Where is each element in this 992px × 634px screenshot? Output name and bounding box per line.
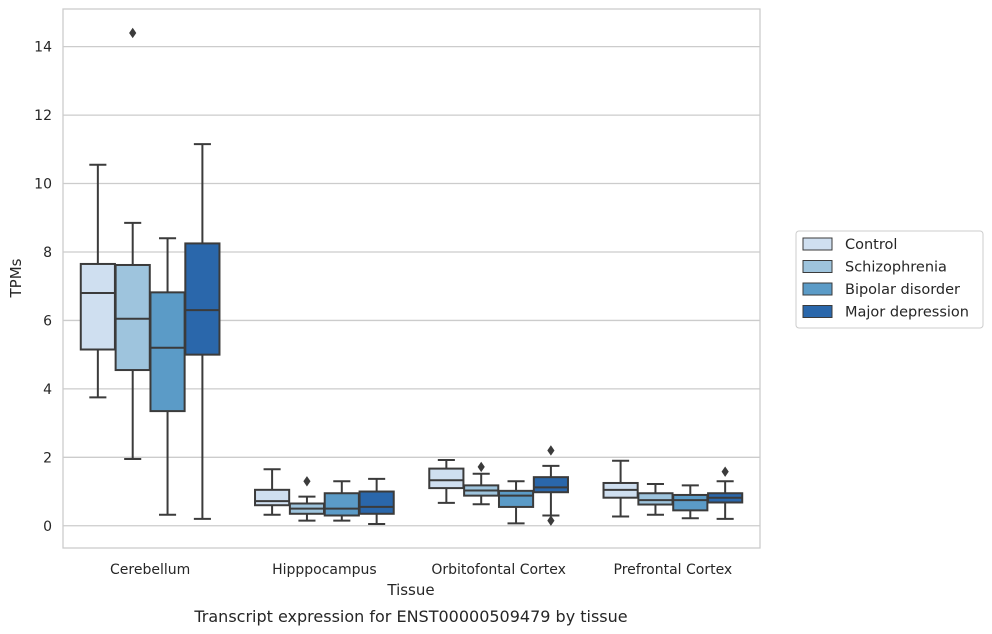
box-body: [79, 262, 116, 351]
box-major-depression: [358, 477, 395, 526]
box-body: [497, 489, 535, 508]
y-tick-label: 12: [34, 108, 52, 124]
x-axis-label: Tissue: [386, 581, 434, 599]
box-body: [428, 467, 465, 490]
x-tick-label: Orbitofontal Cortex: [431, 562, 566, 578]
legend: Control Schizophrenia Bipolar disorder Majo…: [795, 230, 984, 329]
outlier-point: [303, 476, 311, 487]
box-schizophrenia: [463, 461, 500, 506]
box-body: [184, 242, 221, 356]
box-body: [114, 263, 151, 372]
plot-background: [63, 9, 760, 548]
y-tick-label: 6: [43, 313, 52, 329]
box-major-depression: [707, 466, 744, 520]
legend-swatch: [802, 237, 833, 251]
legend-swatch: [802, 282, 833, 296]
box-major-depression: [184, 143, 221, 520]
outlier-point: [547, 515, 555, 526]
box-body: [323, 492, 360, 517]
outlier-point: [721, 466, 729, 477]
legend-swatch: [802, 260, 833, 273]
y-axis-ticks: 0 2 4 6 8 10 12 14: [34, 40, 52, 535]
x-tick-label: Prefrontal Cortex: [614, 562, 733, 578]
y-tick-label: 8: [43, 245, 52, 261]
boxes: [79, 27, 744, 526]
y-tick-label: 0: [43, 519, 52, 535]
legend-swatch: [802, 305, 833, 318]
outlier-point: [477, 461, 485, 473]
box-control: [428, 459, 465, 504]
legend-entry: Bipolar disorder: [845, 282, 960, 298]
box-control: [602, 459, 639, 518]
box-body: [637, 492, 674, 506]
y-tick-label: 14: [34, 40, 52, 56]
x-axis-ticks: Cerebellum Hipppocampus Orbitofontal Corte…: [110, 562, 732, 578]
box-bipolar-disorder: [149, 237, 186, 516]
chart-caption: Transcript expression for ENST0000050947…: [193, 607, 627, 626]
y-tick-label: 4: [43, 382, 52, 398]
box-schizophrenia: [114, 27, 151, 461]
box-schizophrenia: [637, 483, 674, 516]
box-control: [254, 468, 291, 516]
outlier-point: [547, 445, 555, 456]
plot-frame: [62, 8, 761, 549]
box-body: [672, 493, 709, 512]
box-major-depression: [532, 445, 569, 526]
legend-entry: Major depression: [845, 305, 969, 321]
y-tick-label: 10: [34, 177, 52, 193]
box-body: [532, 476, 569, 494]
box-body: [149, 291, 186, 413]
y-axis-label: TPMs: [7, 258, 25, 298]
outlier-point: [129, 27, 137, 39]
box-bipolar-disorder: [497, 480, 535, 525]
x-tick-label: Cerebellum: [110, 562, 190, 578]
legend-entry: Control: [845, 237, 897, 253]
box-body: [358, 490, 395, 515]
legend-entry: Schizophrenia: [845, 260, 947, 276]
x-tick-label: Hipppocampus: [272, 562, 377, 578]
legend-frame: [795, 230, 984, 329]
box-body: [254, 488, 291, 507]
box-control: [79, 163, 116, 399]
y-tick-label: 2: [43, 450, 52, 466]
box-bipolar-disorder: [323, 480, 360, 522]
